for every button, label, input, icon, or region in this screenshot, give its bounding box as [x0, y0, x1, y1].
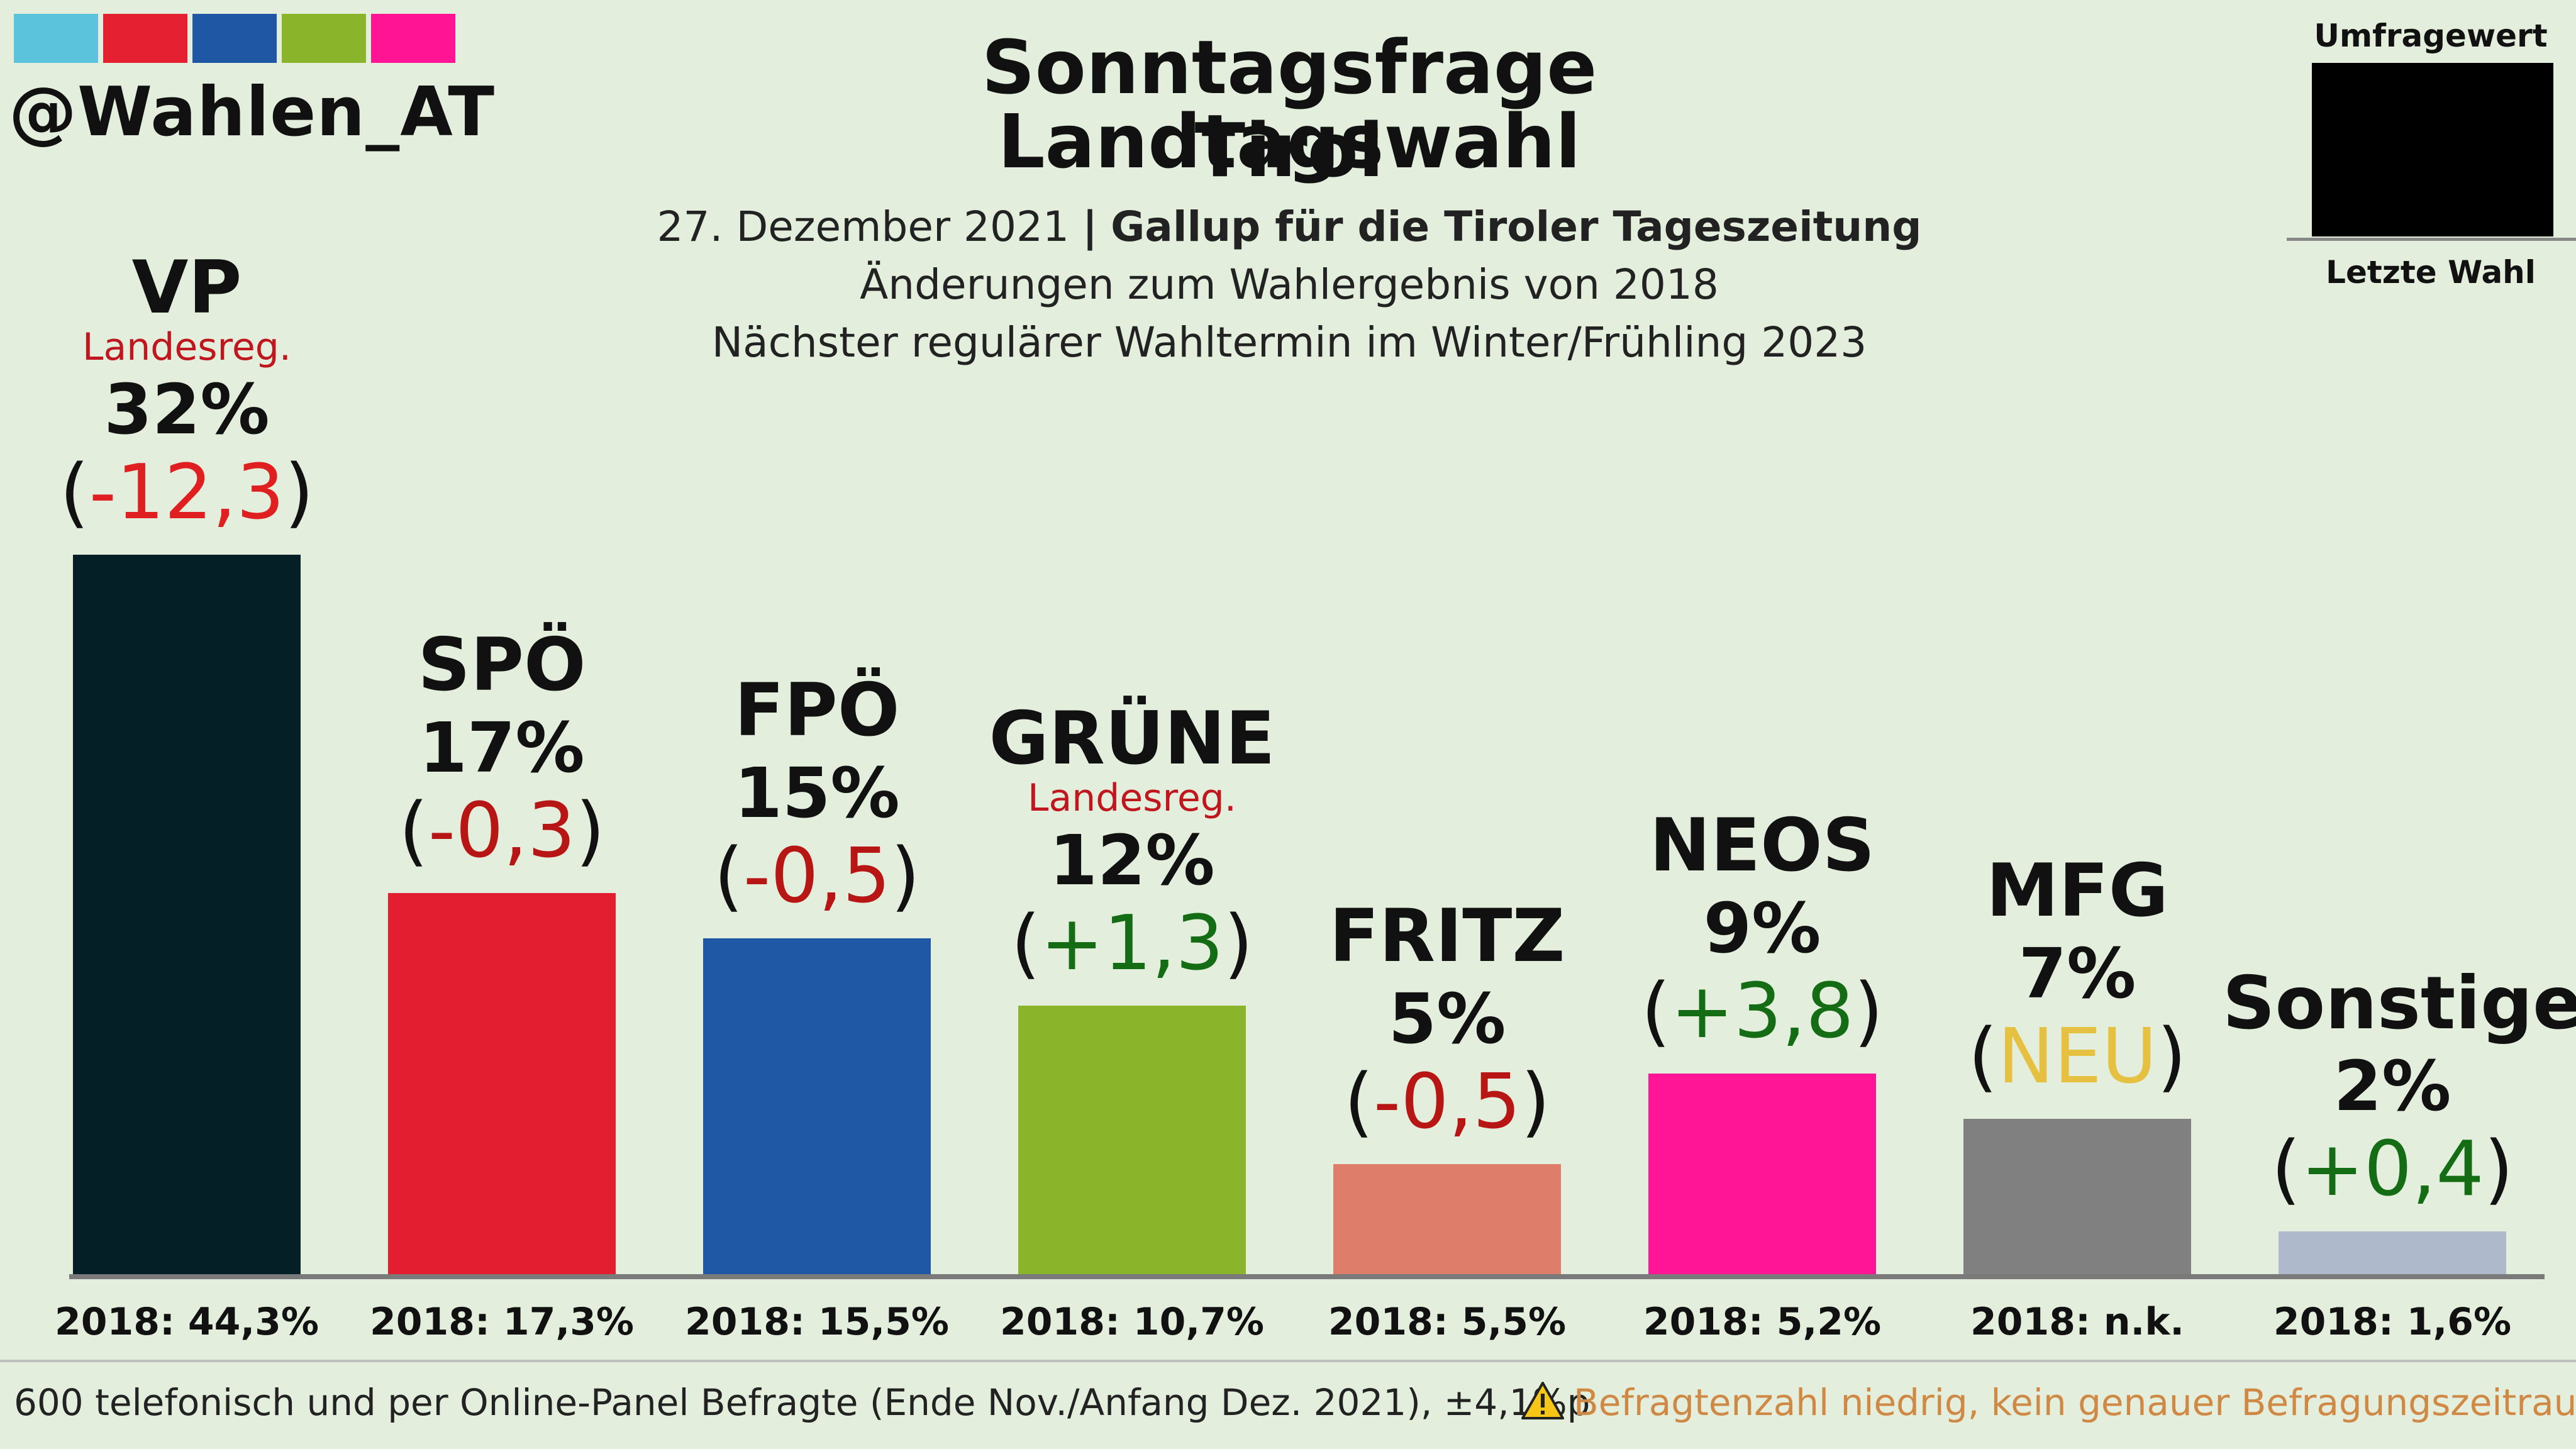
change-label-mfg: (NEU): [1907, 1019, 2247, 1095]
party-label-sonstige: Sonstige: [2223, 961, 2576, 1046]
party-label-fritz: FRITZ: [1329, 894, 1565, 979]
change-value: NEU: [1997, 1013, 2157, 1101]
change-paren-open: (: [1344, 1058, 1374, 1146]
party-label-spoe: SPÖ: [418, 623, 586, 708]
change-label-fpoe: (-0,5): [647, 839, 987, 914]
party-label-gruene: GRÜNE: [989, 696, 1275, 781]
legend-last-election-label: Letzte Wahl: [2326, 254, 2536, 291]
change-paren-close: ): [2157, 1013, 2187, 1101]
change-paren-open: (: [2271, 1126, 2301, 1213]
change-value: -0,3: [428, 787, 576, 875]
survey-institute: Gallup für die Tiroler Tageszeitung: [1111, 203, 1922, 251]
logo-strip-block: [14, 14, 98, 63]
change-value: -0,5: [1373, 1058, 1521, 1146]
change-value: +1,3: [1040, 900, 1224, 987]
value-label-fritz: 5%: [1388, 979, 1506, 1059]
change-paren-open: (: [1641, 968, 1671, 1055]
change-value: +3,8: [1670, 968, 1854, 1055]
bar-fritz: [1333, 1164, 1561, 1277]
warning-triangle-icon: [1521, 1382, 1564, 1419]
prev-result-neos: 2018: 5,2%: [1643, 1300, 1882, 1344]
prev-result-spoe: 2018: 17,3%: [369, 1300, 635, 1344]
logo-strip-block: [371, 14, 455, 63]
value-label-spoe: 17%: [419, 708, 585, 788]
value-label-vp: 32%: [104, 369, 270, 450]
change-value: -12,3: [89, 449, 285, 536]
change-paren-open: (: [59, 449, 89, 536]
logo-strip-block: [192, 14, 277, 63]
change-label-gruene: (+1,3): [962, 906, 1302, 982]
gov-label-vp: Landesreg.: [82, 325, 291, 369]
legend-poll-swatch: [2312, 63, 2553, 236]
prev-result-vp: 2018: 44,3%: [54, 1300, 319, 1344]
changes-note: Änderungen zum Wahlergebnis von 2018: [860, 260, 1719, 309]
prev-result-fritz: 2018: 5,5%: [1328, 1300, 1567, 1344]
value-label-fpoe: 15%: [734, 753, 900, 833]
chart-baseline: [69, 1274, 2545, 1279]
prev-result-fpoe: 2018: 15,5%: [684, 1300, 950, 1344]
logo-strip-block: [103, 14, 187, 63]
change-paren-close: ): [891, 833, 920, 920]
bar-gruene: [1018, 1006, 1246, 1277]
footer-warning: Befragtenzahl niedrig, kein genauer Befr…: [1574, 1381, 2576, 1424]
change-paren-close: ): [2484, 1126, 2514, 1213]
chart-title-line2: Tirol: [1194, 107, 1384, 194]
bar-sonstige: [2279, 1231, 2506, 1277]
legend-last-election-line: [2287, 238, 2576, 241]
change-label-spoe: (-0,3): [332, 794, 672, 869]
change-paren-open: (: [714, 833, 743, 920]
value-label-mfg: 7%: [2018, 933, 2136, 1014]
change-paren-open: (: [1968, 1013, 1998, 1101]
change-paren-close: ): [284, 449, 314, 536]
bar-spoe: [388, 893, 616, 1277]
change-paren-close: ): [1853, 968, 1884, 1055]
change-paren-open: (: [399, 787, 428, 875]
value-label-sonstige: 2%: [2333, 1046, 2451, 1126]
legend-poll-label: Umfragewert: [2314, 18, 2548, 54]
change-label-vp: (-12,3): [17, 455, 357, 531]
change-paren-open: (: [1011, 900, 1041, 987]
prev-result-mfg: 2018: n.k.: [1970, 1300, 2185, 1344]
party-label-vp: VP: [131, 245, 242, 330]
change-paren-close: ): [575, 787, 605, 875]
change-paren-close: ): [1223, 900, 1253, 987]
survey-separator: |: [1082, 203, 1098, 251]
change-label-sonstige: (+0,4): [2223, 1132, 2562, 1208]
value-label-gruene: 12%: [1049, 820, 1215, 901]
prev-result-gruene: 2018: 10,7%: [999, 1300, 1265, 1344]
logo-color-strip: [14, 14, 455, 63]
gov-label-gruene: Landesreg.: [1028, 776, 1236, 820]
logo-strip-block: [282, 14, 366, 63]
chart-title-line1: Sonntagsfrage Landtagswahl: [981, 24, 1597, 185]
footer-divider: [0, 1360, 2576, 1362]
bar-fpoe: [703, 938, 931, 1277]
bar-vp: [73, 555, 301, 1277]
change-label-neos: (+3,8): [1592, 974, 1932, 1050]
change-value: +0,4: [2301, 1126, 2484, 1213]
value-label-neos: 9%: [1703, 888, 1821, 969]
party-label-mfg: MFG: [1986, 848, 2168, 933]
party-label-neos: NEOS: [1649, 803, 1875, 888]
footer-method: 600 telefonisch und per Online-Panel Bef…: [14, 1381, 1591, 1424]
survey-info: 27. Dezember 2021 | Gallup für die Tirol…: [566, 206, 2012, 248]
party-label-fpoe: FPÖ: [734, 668, 900, 753]
brand-handle: @Wahlen_AT: [9, 73, 496, 152]
bar-neos: [1648, 1074, 1876, 1277]
change-label-fritz: (-0,5): [1277, 1065, 1617, 1140]
prev-result-sonstige: 2018: 1,6%: [2273, 1300, 2512, 1344]
change-paren-close: ): [1521, 1058, 1550, 1146]
bar-mfg: [1963, 1119, 2191, 1277]
survey-date: 27. Dezember 2021: [657, 203, 1070, 251]
next-election-note: Nächster regulärer Wahltermin im Winter/…: [711, 318, 1867, 367]
change-value: -0,5: [743, 833, 891, 920]
